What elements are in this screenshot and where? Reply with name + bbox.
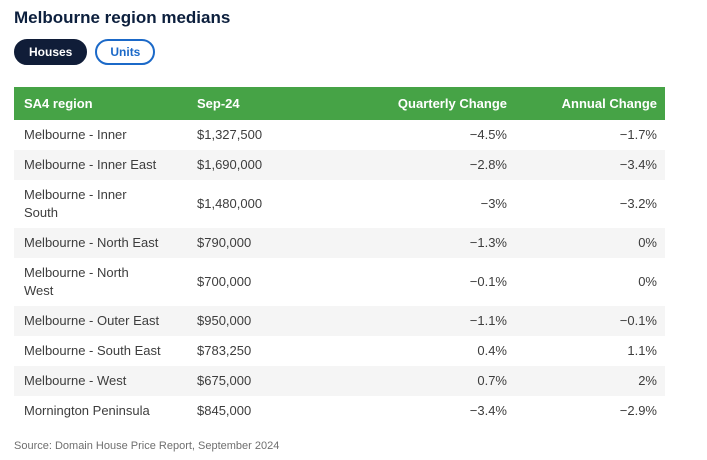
table-body: Melbourne - Inner $1,327,500 −4.5% −1.7%… <box>14 120 665 426</box>
column-header-sep-24: Sep-24 <box>197 87 363 120</box>
region-cell: Melbourne - Inner South <box>24 187 127 220</box>
units-toggle-button[interactable]: Units <box>95 39 156 65</box>
column-header-sa4-region: SA4 region <box>14 87 197 120</box>
quarterly-change-cell: −3% <box>480 196 507 211</box>
table-row: Melbourne - South East $783,250 0.4% 1.1… <box>14 336 665 366</box>
annual-change-cell: −3.4% <box>619 157 657 172</box>
table-row: Melbourne - Outer East $950,000 −1.1% −0… <box>14 306 665 336</box>
region-cell: Melbourne - Inner East <box>24 157 157 172</box>
median-cell: $700,000 <box>197 274 252 289</box>
annual-change-cell: 1.1% <box>627 343 657 358</box>
source-note: Source: Domain House Price Report, Septe… <box>14 440 280 452</box>
median-cell: $1,690,000 <box>197 157 263 172</box>
annual-change-cell: 0% <box>638 235 657 250</box>
annual-change-cell: −1.7% <box>619 127 657 142</box>
table-row: Melbourne - Inner South $1,480,000 −3% −… <box>14 180 665 228</box>
table-row: Melbourne - North West $700,000 −0.1% 0% <box>14 258 665 306</box>
quarterly-change-cell: −2.8% <box>469 157 507 172</box>
table-header: SA4 region Sep-24 Quarterly Change Annua… <box>14 87 665 120</box>
median-cell: $1,327,500 <box>197 127 263 142</box>
quarterly-change-cell: −4.5% <box>469 127 507 142</box>
median-cell: $790,000 <box>197 235 252 250</box>
region-cell: Melbourne - South East <box>24 343 161 358</box>
quarterly-change-cell: −1.1% <box>469 313 507 328</box>
median-cell: $675,000 <box>197 373 252 388</box>
region-cell: Melbourne - North West <box>24 265 129 298</box>
quarterly-change-cell: −3.4% <box>469 403 507 418</box>
table-row: Melbourne - Inner $1,327,500 −4.5% −1.7% <box>14 120 665 150</box>
quarterly-change-cell: 0.4% <box>477 343 507 358</box>
column-header-annual-change: Annual Change <box>507 87 665 120</box>
table-row: Mornington Peninsula $845,000 −3.4% −2.9… <box>14 396 665 426</box>
annual-change-cell: −2.9% <box>619 403 657 418</box>
region-cell: Melbourne - Outer East <box>24 313 160 328</box>
header-row: SA4 region Sep-24 Quarterly Change Annua… <box>14 87 665 120</box>
table-row: Melbourne - West $675,000 0.7% 2% <box>14 366 665 396</box>
medians-table: SA4 region Sep-24 Quarterly Change Annua… <box>14 87 665 426</box>
annual-change-cell: 0% <box>638 274 657 289</box>
annual-change-cell: 2% <box>638 373 657 388</box>
property-type-toggle-group: Houses Units <box>14 39 707 65</box>
houses-toggle-button[interactable]: Houses <box>14 39 88 65</box>
region-cell: Melbourne - Inner <box>24 127 127 142</box>
region-cell: Melbourne - North East <box>24 235 159 250</box>
column-header-quarterly-change: Quarterly Change <box>363 87 507 120</box>
quarterly-change-cell: −0.1% <box>469 274 507 289</box>
page-title: Melbourne region medians <box>14 8 231 27</box>
quarterly-change-cell: −1.3% <box>469 235 507 250</box>
table-row: Melbourne - Inner East $1,690,000 −2.8% … <box>14 150 665 180</box>
median-cell: $950,000 <box>197 313 252 328</box>
quarterly-change-cell: 0.7% <box>477 373 507 388</box>
median-cell: $845,000 <box>197 403 252 418</box>
median-cell: $783,250 <box>197 343 252 358</box>
annual-change-cell: −0.1% <box>619 313 657 328</box>
annual-change-cell: −3.2% <box>619 196 657 211</box>
median-cell: $1,480,000 <box>197 196 263 211</box>
table-row: Melbourne - North East $790,000 −1.3% 0% <box>14 228 665 258</box>
region-cell: Mornington Peninsula <box>24 403 150 418</box>
region-cell: Melbourne - West <box>24 373 127 388</box>
